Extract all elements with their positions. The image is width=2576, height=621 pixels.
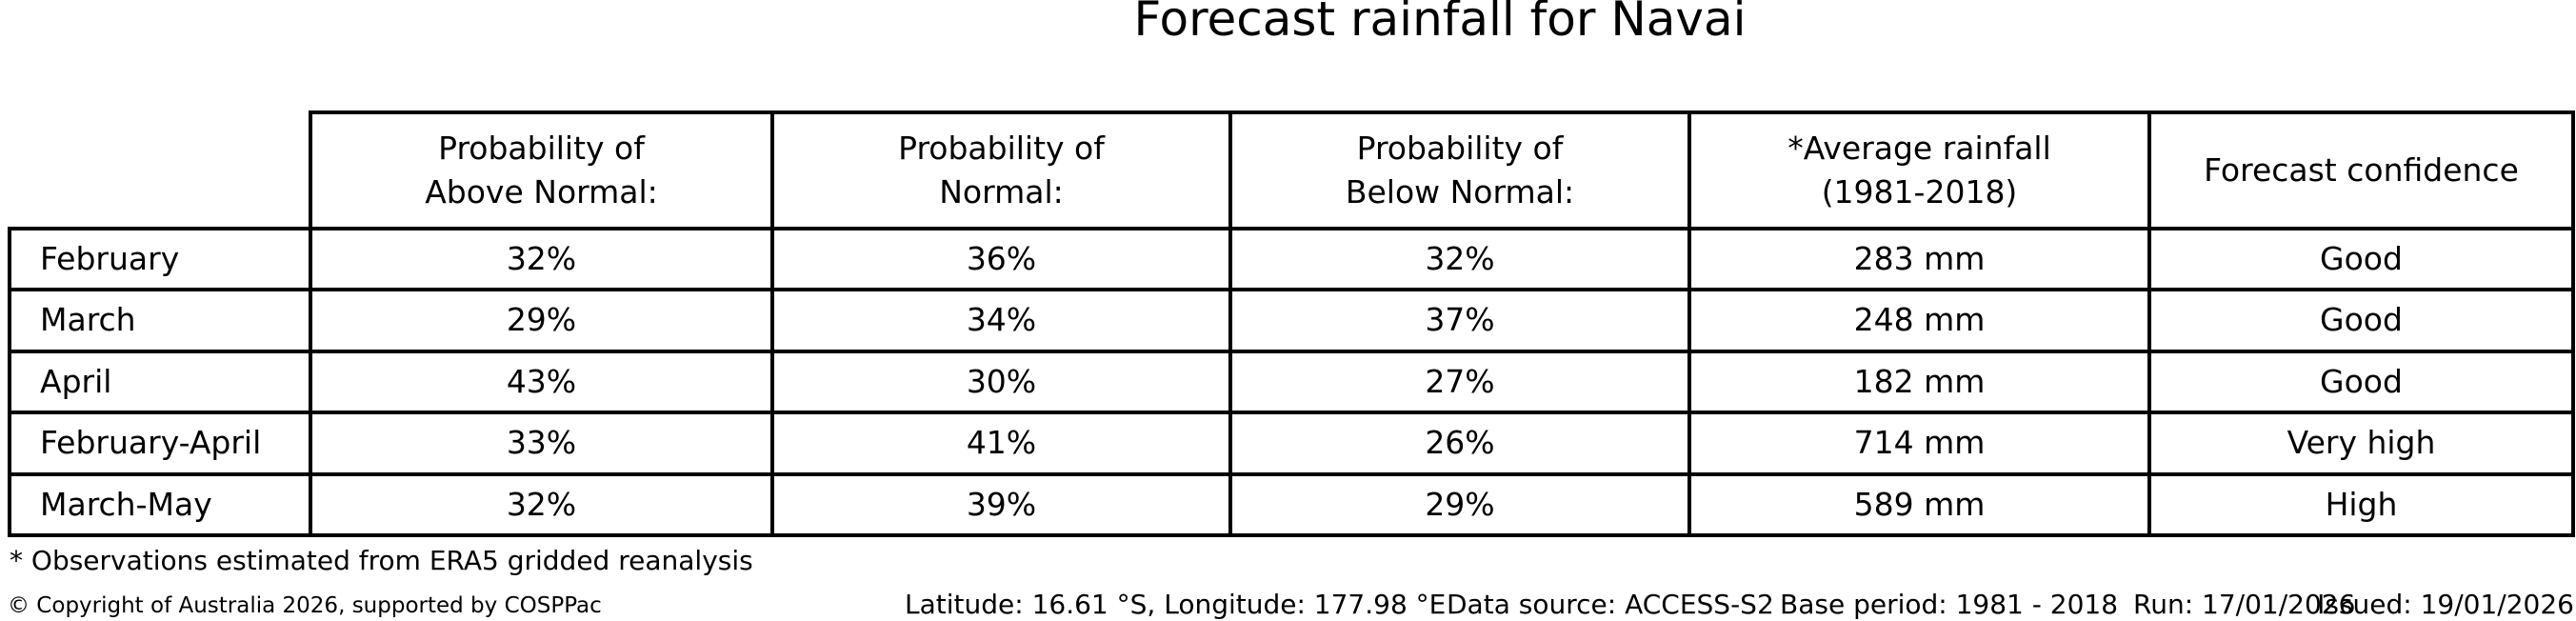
header-average-rainfall: *Average rainfall (1981-2018) [1687, 110, 2151, 230]
average-rainfall-cell: 589 mm [1687, 471, 2151, 537]
latitude-longitude-text: Latitude: 16.61 °S, Longitude: 177.98 °E [905, 589, 1447, 620]
run-date-text: Run: 17/01/2026 [2133, 589, 2356, 620]
probability-above-cell: 32% [309, 226, 774, 292]
average-rainfall-cell: 248 mm [1687, 288, 2151, 353]
period-cell: March [8, 288, 312, 353]
probability-above-cell: 43% [309, 349, 774, 415]
header-probability-above-normal: Probability of Above Normal: [309, 110, 774, 230]
forecast-table: Probability of Above Normal: Probability… [8, 110, 2575, 537]
table-body: February 32% 36% 32% 283 mm Good March 2… [8, 226, 2575, 537]
forecast-confidence-cell: Good [2147, 288, 2575, 353]
probability-normal-cell: 30% [770, 349, 1232, 415]
probability-normal-cell: 39% [770, 471, 1232, 537]
header-corner-empty [10, 112, 310, 229]
probability-above-cell: 33% [309, 411, 774, 476]
probability-normal-cell: 41% [770, 411, 1232, 476]
probability-below-cell: 27% [1228, 349, 1691, 415]
table-row-february: February 32% 36% 32% 283 mm Good [8, 226, 2575, 292]
probability-below-cell: 26% [1228, 411, 1691, 476]
data-source-text: Data source: ACCESS-S2 [1447, 589, 1774, 620]
probability-below-cell: 32% [1228, 226, 1691, 292]
table-row-february-april: February-April 33% 41% 26% 714 mm Very h… [8, 411, 2575, 476]
period-cell: April [8, 349, 312, 415]
issued-date-text: Issued: 19/01/2026 [2317, 589, 2574, 620]
table-row-march: March 29% 34% 37% 248 mm Good [8, 288, 2575, 353]
table-row-march-may: March-May 32% 39% 29% 589 mm High [8, 471, 2575, 537]
average-rainfall-cell: 283 mm [1687, 226, 2151, 292]
table-header: Probability of Above Normal: Probability… [10, 110, 2575, 230]
forecast-confidence-cell: High [2147, 471, 2575, 537]
probability-below-cell: 37% [1228, 288, 1691, 353]
period-cell: February-April [8, 411, 312, 476]
table-row-april: April 43% 30% 27% 182 mm Good [8, 349, 2575, 415]
probability-normal-cell: 36% [770, 226, 1232, 292]
forecast-confidence-cell: Good [2147, 226, 2575, 292]
page-title: Forecast rainfall for Navai [1133, 0, 1747, 47]
average-rainfall-cell: 182 mm [1687, 349, 2151, 415]
copyright-text: © Copyright of Australia 2026, supported… [8, 593, 602, 618]
probability-below-cell: 29% [1228, 471, 1691, 537]
probability-above-cell: 32% [309, 471, 774, 537]
forecast-confidence-cell: Good [2147, 349, 2575, 415]
base-period-text: Base period: 1981 - 2018 [1780, 589, 2119, 620]
period-cell: February [8, 226, 312, 292]
header-probability-below-normal: Probability of Below Normal: [1228, 110, 1691, 230]
header-row: Probability of Above Normal: Probability… [10, 110, 2575, 230]
observations-footnote: * Observations estimated from ERA5 gridd… [10, 545, 753, 576]
probability-normal-cell: 34% [770, 288, 1232, 353]
average-rainfall-cell: 714 mm [1687, 411, 2151, 476]
header-forecast-confidence: Forecast confidence [2147, 110, 2575, 230]
period-cell: March-May [8, 471, 312, 537]
forecast-confidence-cell: Very high [2147, 411, 2575, 476]
header-probability-normal: Probability of Normal: [770, 110, 1232, 230]
probability-above-cell: 29% [309, 288, 774, 353]
